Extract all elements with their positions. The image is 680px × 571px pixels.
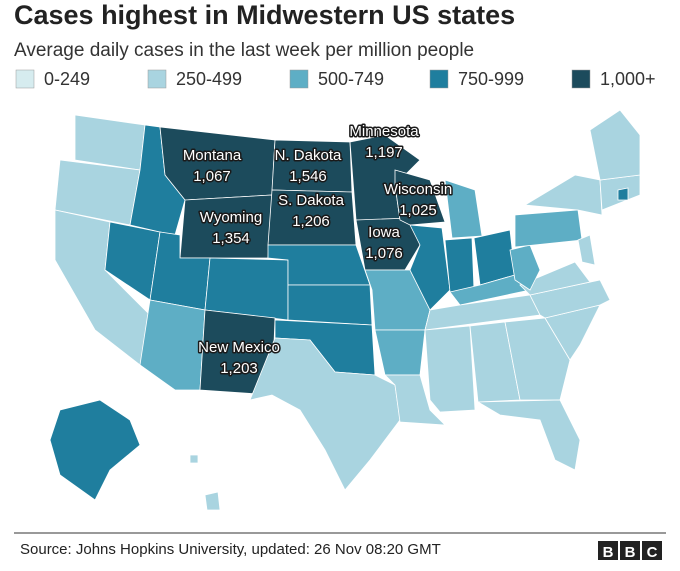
state-name: S. Dakota (278, 192, 345, 209)
title: Cases highest in Midwestern US states (14, 0, 515, 30)
state (204, 491, 221, 511)
state-value: 1,203 (220, 360, 258, 377)
state (179, 194, 273, 259)
state-name: Wyoming (200, 209, 262, 226)
state (617, 187, 629, 201)
state (523, 174, 603, 216)
state (504, 317, 571, 401)
legend: 0-249 250-499 500-749 750-999 1,000+ (15, 69, 656, 89)
legend-swatch (147, 69, 167, 89)
state (384, 374, 447, 426)
state (444, 237, 475, 293)
state (49, 399, 141, 501)
logo-letter: C (647, 544, 658, 561)
state (139, 299, 206, 391)
state-name: Minnesota (349, 123, 419, 140)
state-name: N. Dakota (275, 147, 342, 164)
state (204, 257, 289, 321)
state-value: 1,025 (399, 202, 437, 219)
state (287, 284, 373, 326)
state (374, 329, 426, 376)
logo-block (642, 541, 662, 560)
logo-letter: B (603, 544, 614, 561)
state (514, 209, 583, 248)
state-value: 1,206 (292, 213, 330, 230)
logo-letter: B (625, 544, 636, 561)
legend-swatch (15, 69, 35, 89)
state-value: 1,354 (212, 230, 250, 247)
legend-swatch (571, 69, 591, 89)
source: Source: Johns Hopkins University, update… (20, 541, 441, 558)
legend-label: 0-249 (44, 69, 90, 89)
state (249, 337, 401, 491)
logo-block (620, 541, 640, 560)
state-value: 1,197 (365, 144, 403, 161)
state (589, 109, 641, 181)
state-value: 1,546 (289, 168, 327, 185)
state-name: Iowa (368, 224, 400, 241)
state-value: 1,076 (365, 245, 403, 262)
legend-label: 250-499 (176, 69, 242, 89)
legend-label: 1,000+ (600, 69, 656, 89)
state (529, 279, 611, 319)
state (189, 454, 199, 464)
logo-block (598, 541, 618, 560)
legend-swatch (429, 69, 449, 89)
state-name: New Mexico (198, 339, 280, 356)
state-value: 1,067 (193, 168, 231, 185)
state-name: Montana (183, 147, 242, 164)
state-name: Wisconsin (384, 181, 452, 198)
state (476, 399, 581, 471)
state (424, 325, 476, 413)
legend-label: 750-999 (458, 69, 524, 89)
state (577, 234, 596, 266)
state-labels: Montana 1,067 N. Dakota 1,546 Minnesota 1,197… (181, 122, 453, 379)
state (74, 114, 146, 171)
us-map (49, 109, 641, 511)
legend-swatch (289, 69, 309, 89)
subtitle: Average daily cases in the last week per… (14, 40, 474, 61)
legend-label: 500-749 (318, 69, 384, 89)
state (519, 261, 591, 296)
